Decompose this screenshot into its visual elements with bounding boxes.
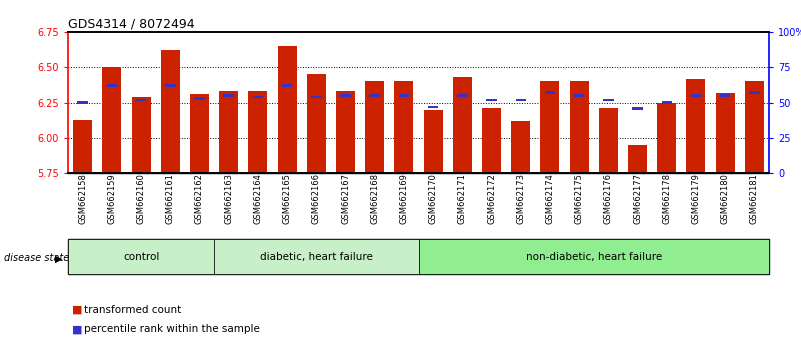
Bar — [424, 110, 443, 173]
Text: GSM662171: GSM662171 — [458, 173, 467, 224]
Text: GSM662170: GSM662170 — [429, 173, 437, 224]
Bar — [686, 79, 706, 173]
Text: transformed count: transformed count — [84, 305, 181, 315]
Bar — [161, 50, 179, 173]
Bar — [136, 98, 147, 101]
Text: GSM662174: GSM662174 — [545, 173, 554, 224]
Bar — [511, 121, 530, 173]
Text: diabetic, heart failure: diabetic, heart failure — [260, 252, 372, 262]
Text: GSM662162: GSM662162 — [195, 173, 204, 224]
Bar — [632, 107, 642, 110]
Bar — [248, 91, 268, 173]
Text: GSM662179: GSM662179 — [691, 173, 700, 224]
Text: GSM662180: GSM662180 — [721, 173, 730, 224]
Bar — [662, 101, 672, 104]
Bar — [658, 103, 676, 173]
Bar — [418, 239, 769, 274]
Bar — [574, 94, 585, 97]
Text: percentile rank within the sample: percentile rank within the sample — [84, 324, 260, 334]
Text: GSM662165: GSM662165 — [283, 173, 292, 224]
Bar — [749, 91, 759, 94]
Text: non-diabetic, heart failure: non-diabetic, heart failure — [525, 252, 662, 262]
Bar — [365, 81, 384, 173]
Bar — [107, 84, 117, 87]
Bar — [369, 94, 380, 97]
Bar — [570, 81, 589, 173]
Bar — [340, 94, 351, 97]
Bar — [394, 81, 413, 173]
Text: ▶: ▶ — [55, 253, 62, 263]
Bar — [516, 98, 526, 101]
Bar — [399, 94, 409, 97]
Bar — [195, 97, 205, 100]
Bar — [628, 145, 647, 173]
Text: disease state: disease state — [4, 253, 69, 263]
Bar — [541, 81, 559, 173]
Text: GSM662160: GSM662160 — [137, 173, 146, 224]
Text: GSM662167: GSM662167 — [341, 173, 350, 224]
Bar — [720, 94, 731, 97]
Bar — [165, 84, 175, 87]
Bar — [278, 46, 296, 173]
Text: GSM662172: GSM662172 — [487, 173, 496, 224]
Bar — [131, 97, 151, 173]
Bar — [482, 108, 501, 173]
Text: GSM662168: GSM662168 — [370, 173, 379, 224]
Bar — [457, 94, 468, 97]
Text: GSM662161: GSM662161 — [166, 173, 175, 224]
Text: GSM662176: GSM662176 — [604, 173, 613, 224]
Bar — [190, 94, 209, 173]
Text: ■: ■ — [72, 324, 83, 334]
Text: GSM662175: GSM662175 — [574, 173, 584, 224]
Bar — [486, 98, 497, 101]
Text: GSM662178: GSM662178 — [662, 173, 671, 224]
Bar — [599, 108, 618, 173]
Bar — [223, 94, 234, 97]
Bar — [214, 239, 418, 274]
Bar — [745, 81, 764, 173]
Bar — [715, 93, 735, 173]
Text: control: control — [123, 252, 159, 262]
Text: GDS4314 / 8072494: GDS4314 / 8072494 — [68, 18, 195, 31]
Bar — [311, 96, 321, 98]
Bar — [68, 239, 214, 274]
Text: GSM662164: GSM662164 — [253, 173, 263, 224]
Bar — [282, 84, 292, 87]
Text: GSM662169: GSM662169 — [400, 173, 409, 224]
Bar — [603, 98, 614, 101]
Text: ■: ■ — [72, 305, 83, 315]
Text: GSM662177: GSM662177 — [633, 173, 642, 224]
Text: GSM662166: GSM662166 — [312, 173, 321, 224]
Bar — [336, 91, 355, 173]
Text: GSM662163: GSM662163 — [224, 173, 233, 224]
Text: GSM662181: GSM662181 — [750, 173, 759, 224]
Bar — [690, 94, 701, 97]
Bar — [78, 101, 88, 104]
Text: GSM662159: GSM662159 — [107, 173, 116, 224]
Text: GSM662158: GSM662158 — [78, 173, 87, 224]
Bar — [252, 96, 263, 98]
Text: GSM662173: GSM662173 — [516, 173, 525, 224]
Bar — [307, 74, 326, 173]
Bar — [428, 105, 438, 108]
Bar — [453, 77, 472, 173]
Bar — [103, 67, 122, 173]
Bar — [73, 120, 92, 173]
Bar — [219, 91, 238, 173]
Bar — [545, 91, 555, 94]
